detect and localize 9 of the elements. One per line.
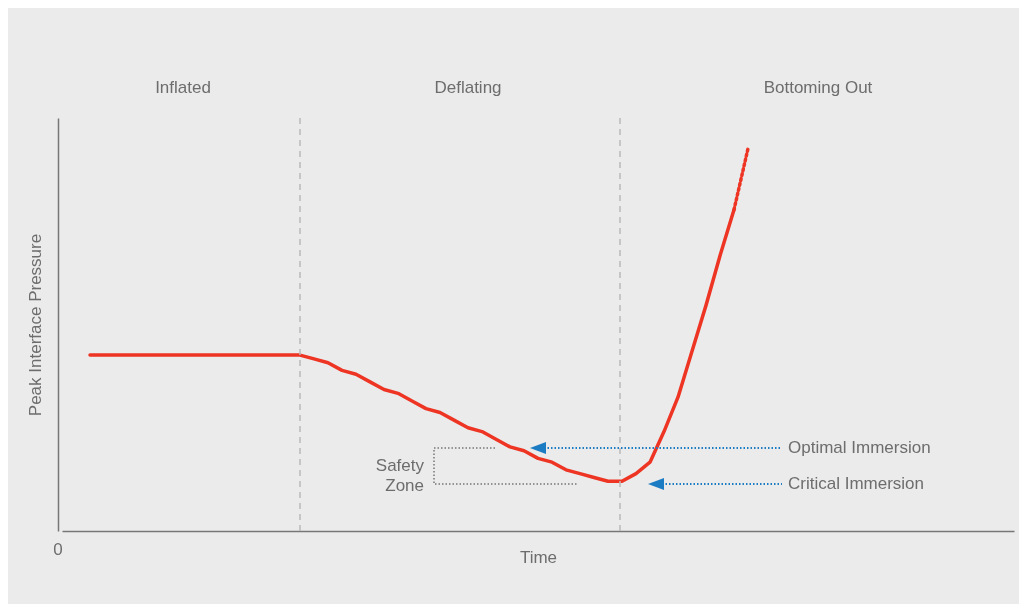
text: Bottoming Out <box>763 78 873 97</box>
annotation: Critical Immersion <box>788 474 925 493</box>
y-axis-title: Peak Interface Pressure <box>25 233 45 417</box>
annotation: Safety Zone <box>375 456 425 495</box>
annotation: Optimal Immersion <box>788 438 931 457</box>
text: Inflated <box>155 78 211 97</box>
text: Deflating <box>434 78 502 97</box>
x-axis-title: Time <box>519 547 558 567</box>
text: 0 <box>53 540 63 559</box>
